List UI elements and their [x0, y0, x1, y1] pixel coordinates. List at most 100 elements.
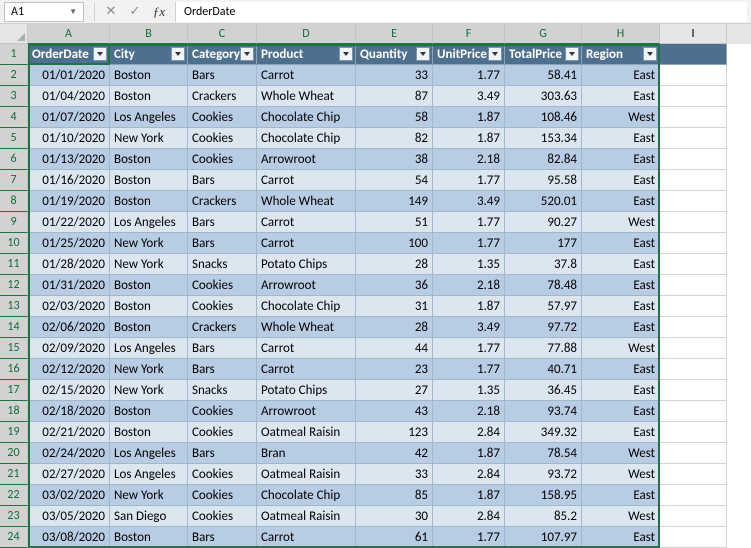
cell[interactable]: Boston — [110, 401, 188, 422]
spreadsheet-grid[interactable]: ABCDEFGHI1OrderDateCityCategoryProductQu… — [0, 24, 751, 548]
column-header-C[interactable]: C — [188, 24, 257, 44]
cell[interactable]: Los Angeles — [110, 212, 188, 233]
filter-dropdown-icon[interactable] — [565, 47, 579, 61]
table-header-cell[interactable]: Quantity — [356, 44, 433, 65]
cell[interactable]: East — [582, 65, 660, 86]
cell[interactable]: 149 — [356, 191, 433, 212]
row-header[interactable]: 7 — [0, 170, 28, 191]
cell[interactable]: 78.48 — [505, 275, 582, 296]
row-header[interactable]: 21 — [0, 464, 28, 485]
cell[interactable]: Oatmeal Raisin — [257, 506, 356, 527]
cell[interactable]: Boston — [110, 65, 188, 86]
cell[interactable]: Potato Chips — [257, 254, 356, 275]
cell[interactable]: Los Angeles — [110, 107, 188, 128]
cell[interactable] — [660, 170, 727, 191]
cell[interactable]: 33 — [356, 464, 433, 485]
row-header[interactable]: 6 — [0, 149, 28, 170]
row-header[interactable]: 15 — [0, 338, 28, 359]
cell[interactable]: East — [582, 149, 660, 170]
cell[interactable]: 28 — [356, 317, 433, 338]
row-header[interactable]: 2 — [0, 65, 28, 86]
row-header[interactable]: 19 — [0, 422, 28, 443]
cell[interactable]: 303.63 — [505, 86, 582, 107]
cell[interactable]: Boston — [110, 149, 188, 170]
cell[interactable]: Carrot — [257, 170, 356, 191]
cell[interactable]: East — [582, 401, 660, 422]
cell[interactable]: Bran — [257, 443, 356, 464]
row-header[interactable]: 9 — [0, 212, 28, 233]
cell[interactable]: 61 — [356, 527, 433, 548]
cell[interactable]: 107.97 — [505, 527, 582, 548]
cell[interactable]: Carrot — [257, 65, 356, 86]
cell[interactable]: 1.87 — [433, 107, 505, 128]
cell[interactable]: Los Angeles — [110, 338, 188, 359]
cell[interactable]: East — [582, 359, 660, 380]
cell[interactable]: 01/01/2020 — [28, 65, 110, 86]
cell[interactable]: 58.41 — [505, 65, 582, 86]
row-header[interactable]: 22 — [0, 485, 28, 506]
cell[interactable]: East — [582, 86, 660, 107]
cell[interactable]: Boston — [110, 86, 188, 107]
cell[interactable] — [660, 338, 727, 359]
cell[interactable]: Chocolate Chip — [257, 128, 356, 149]
cell[interactable]: 349.32 — [505, 422, 582, 443]
cell[interactable]: 1.77 — [433, 527, 505, 548]
cell[interactable]: Potato Chips — [257, 380, 356, 401]
cell[interactable]: Bars — [188, 338, 257, 359]
cell[interactable]: 1.87 — [433, 443, 505, 464]
row-header[interactable]: 12 — [0, 275, 28, 296]
cancel-icon[interactable]: ✕ — [99, 2, 123, 22]
cell[interactable]: West — [582, 464, 660, 485]
cell[interactable]: East — [582, 422, 660, 443]
cell[interactable] — [660, 254, 727, 275]
cell[interactable]: 2.84 — [433, 464, 505, 485]
cell[interactable]: 1.77 — [433, 212, 505, 233]
cell[interactable]: 77.88 — [505, 338, 582, 359]
cell[interactable] — [660, 401, 727, 422]
cell[interactable]: 1.87 — [433, 128, 505, 149]
row-header[interactable]: 3 — [0, 86, 28, 107]
cell[interactable]: 1.77 — [433, 338, 505, 359]
cell[interactable]: Boston — [110, 527, 188, 548]
cell[interactable]: 78.54 — [505, 443, 582, 464]
cell[interactable]: Chocolate Chip — [257, 107, 356, 128]
row-header[interactable]: 20 — [0, 443, 28, 464]
column-header-B[interactable]: B — [110, 24, 188, 44]
row-header[interactable]: 14 — [0, 317, 28, 338]
row-header[interactable]: 4 — [0, 107, 28, 128]
cell[interactable] — [660, 317, 727, 338]
cell[interactable]: Chocolate Chip — [257, 296, 356, 317]
cell[interactable]: 27 — [356, 380, 433, 401]
cell[interactable]: 1.87 — [433, 485, 505, 506]
cell[interactable]: Whole Wheat — [257, 86, 356, 107]
filter-dropdown-icon[interactable] — [339, 47, 353, 61]
cell[interactable]: Arrowroot — [257, 401, 356, 422]
cell[interactable]: 3.49 — [433, 191, 505, 212]
row-header[interactable]: 24 — [0, 527, 28, 548]
cell[interactable]: 177 — [505, 233, 582, 254]
cell[interactable]: 01/13/2020 — [28, 149, 110, 170]
filter-dropdown-icon[interactable] — [240, 47, 254, 61]
cell[interactable]: East — [582, 191, 660, 212]
cell[interactable]: 85.2 — [505, 506, 582, 527]
cell[interactable]: 97.72 — [505, 317, 582, 338]
cell[interactable]: 1.77 — [433, 65, 505, 86]
cell[interactable]: Whole Wheat — [257, 317, 356, 338]
cell[interactable]: Los Angeles — [110, 443, 188, 464]
table-header-cell[interactable]: OrderDate — [28, 44, 110, 65]
table-header-cell[interactable]: UnitPrice — [433, 44, 505, 65]
cell[interactable]: Crackers — [188, 191, 257, 212]
cell[interactable] — [660, 107, 727, 128]
cell[interactable]: 01/19/2020 — [28, 191, 110, 212]
cell[interactable]: 2.18 — [433, 401, 505, 422]
cell[interactable]: 2.18 — [433, 275, 505, 296]
cell[interactable]: 82 — [356, 128, 433, 149]
row-header[interactable]: 13 — [0, 296, 28, 317]
cell[interactable]: Crackers — [188, 317, 257, 338]
cell[interactable]: Los Angeles — [110, 464, 188, 485]
cell[interactable]: 31 — [356, 296, 433, 317]
cell[interactable] — [660, 212, 727, 233]
row-header[interactable]: 23 — [0, 506, 28, 527]
cell[interactable]: 42 — [356, 443, 433, 464]
cell[interactable]: Cookies — [188, 296, 257, 317]
